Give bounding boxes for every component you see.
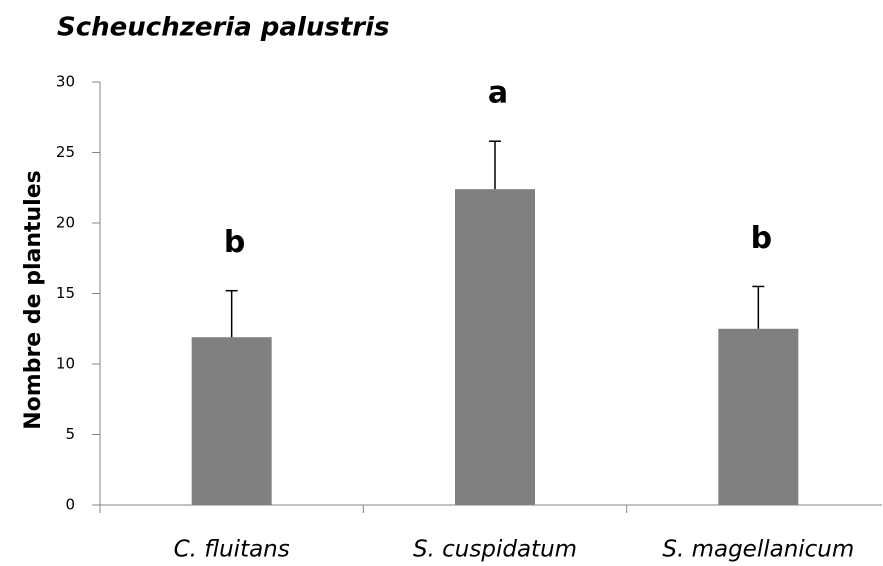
y-tick-label: 15 (56, 284, 75, 302)
x-tick-label: S. magellanicum (662, 537, 854, 563)
y-tick-label: 20 (56, 214, 75, 232)
chart-title: Scheuchzeria palustris (57, 13, 390, 43)
annotation: b (224, 225, 245, 260)
annotation: a (488, 76, 508, 111)
y-tick-label: 10 (56, 355, 75, 373)
y-tick-label: 0 (65, 496, 75, 514)
y-tick-label: 30 (56, 73, 75, 91)
x-tick-label: S. cuspidatum (413, 537, 577, 563)
annotation: b (751, 221, 772, 256)
y-axis-label: Nombre de plantules (21, 170, 46, 430)
bar (718, 328, 799, 505)
y-tick-label: 5 (65, 425, 75, 443)
bar (455, 189, 535, 505)
bar (191, 337, 272, 505)
x-tick-label: C. fluitans (174, 537, 290, 563)
y-tick-label: 25 (56, 143, 75, 161)
